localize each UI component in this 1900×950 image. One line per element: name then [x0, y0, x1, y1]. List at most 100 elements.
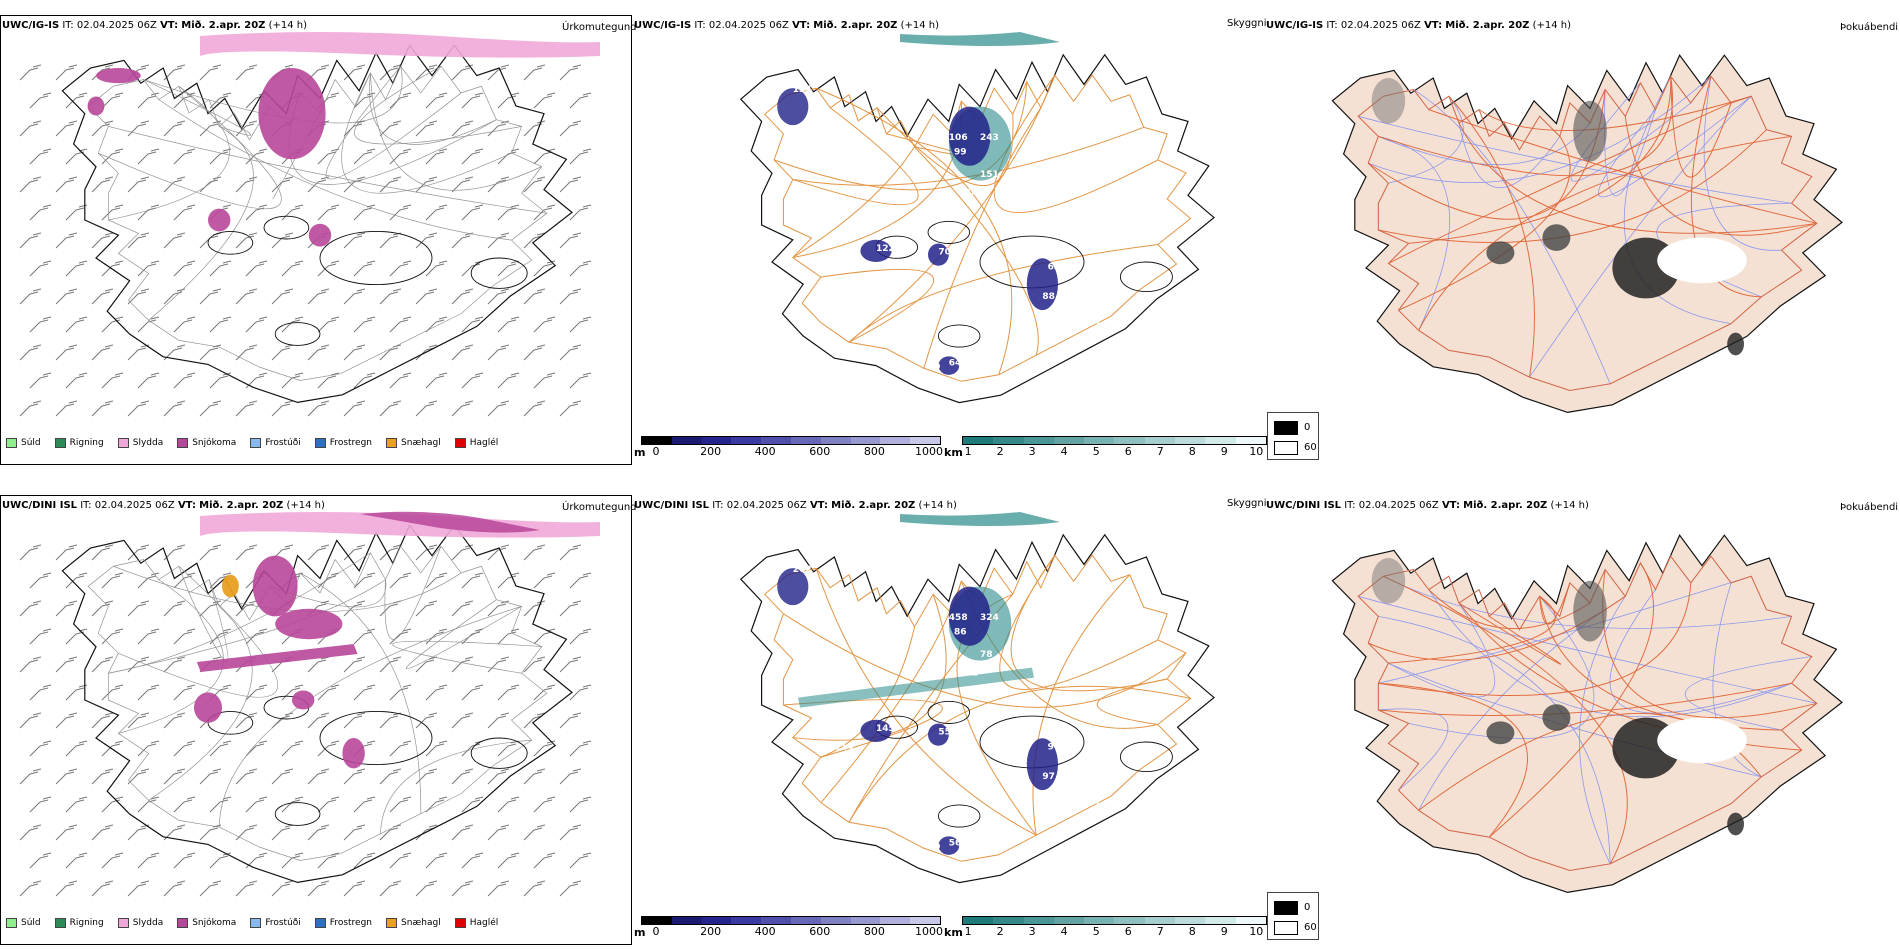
legend-swatch — [177, 918, 189, 928]
precip-legend-item: Slydda — [117, 438, 163, 448]
it-value: 02.04.2025 06Z — [94, 500, 175, 511]
vt-label: VT: — [177, 500, 196, 511]
ceiling-label: 106 — [949, 133, 968, 143]
colorbar-segment — [880, 437, 911, 444]
ceiling-label: 158 — [1094, 802, 1113, 812]
glacier-outline — [470, 737, 528, 769]
fog-area — [1573, 100, 1607, 162]
legend-swatch — [386, 918, 398, 928]
ceiling-label: 134 — [793, 85, 812, 95]
vis-bar-2: 1 2 3 4 5 6 7 8 9 10 — [962, 916, 1267, 938]
colorbar-tick: 1 — [964, 925, 972, 938]
colorbar-segment — [820, 437, 851, 444]
colorbar-segment — [1053, 437, 1085, 444]
legend-label: Rigning — [69, 438, 104, 448]
precip-legend-item: Snæhagl — [386, 438, 441, 448]
colorbar-segment — [850, 437, 881, 444]
glacier-outline — [274, 322, 321, 346]
fog-swatch — [1274, 421, 1298, 435]
vt-value: Mið. 2.apr. 20Z — [181, 20, 266, 31]
colorbar-segment — [731, 917, 762, 924]
ceiling-label: 35 — [834, 262, 847, 272]
precip-legend-item: Frostregn — [314, 438, 373, 448]
ceiling-label: 64 — [949, 359, 962, 369]
it-label: IT: — [62, 20, 74, 31]
legend-swatch — [6, 918, 17, 928]
header-fog-1: UWC/IG-IS IT: 02.04.2025 06Z VT: Mið. 2.… — [1266, 20, 1571, 31]
colorbar-tick: 2 — [996, 445, 1004, 458]
ceiling-label: 66 — [1167, 809, 1180, 819]
precip-legend-item: Súld — [6, 438, 41, 448]
colorbar-tick: 3 — [1028, 445, 1036, 458]
glacier-outline — [319, 230, 433, 286]
header-vis-1: UWC/IG-IS IT: 02.04.2025 06Z VT: Mið. 2.… — [634, 20, 939, 31]
ceiling-label: 97 — [1048, 742, 1061, 752]
ceiling-label: 79 — [928, 842, 941, 852]
colorbar-tick: 8 — [1188, 925, 1196, 938]
colorbar-segment — [790, 917, 821, 924]
low-ceiling-area — [938, 356, 960, 375]
it-label: IT: — [694, 20, 706, 31]
fog-label: 60 — [1304, 922, 1317, 933]
vt-label: VT: — [809, 500, 828, 511]
low-ceiling-area — [860, 239, 892, 262]
vis-unit-1: km — [944, 446, 963, 459]
colorbar-segment — [671, 437, 702, 444]
ceiling-label: 69 — [928, 362, 941, 372]
header-precip-1: UWC/IG-IS IT: 02.04.2025 06Z VT: Mið. 2.… — [2, 20, 307, 31]
lead-time: (+14 h) — [286, 500, 325, 511]
wind-barbs — [19, 544, 592, 897]
precip-legend-item: Haglél — [454, 438, 498, 448]
snow-area — [96, 68, 141, 84]
lead-time: (+14 h) — [900, 20, 940, 31]
legend-label: Frostregn — [329, 438, 373, 448]
colorbar-tick: 1 — [964, 445, 972, 458]
colorbar-segment — [1175, 917, 1206, 924]
glacier-outline — [207, 710, 254, 735]
colorbar-tick: 7 — [1156, 925, 1164, 938]
sleet-area — [200, 32, 600, 58]
header-precip-2: UWC/DINI ISL IT: 02.04.2025 06Z VT: Mið.… — [2, 500, 325, 511]
ceiling-label: 56 — [949, 839, 962, 849]
snow-area — [292, 690, 315, 710]
iceland-coastline — [61, 44, 573, 404]
ceiling-label: 458 — [949, 613, 968, 623]
fog-title-1: Þokuábendi — [1840, 22, 1899, 33]
fog-area — [1486, 721, 1515, 745]
legend-label: Súld — [21, 918, 41, 928]
colorbar-tick: 4 — [1060, 925, 1068, 938]
colorbar-segment — [1175, 437, 1206, 444]
legend-swatch — [117, 438, 129, 448]
glacier-outline — [937, 324, 981, 348]
legend-label: Frostúði — [265, 438, 301, 448]
legend-label: Snjókoma — [192, 438, 237, 448]
vt-value: Mið. 2.apr. 20Z — [199, 500, 284, 511]
snow-area — [194, 692, 222, 723]
ceiling-label: 70 — [938, 248, 951, 258]
ceiling-label: 73 — [793, 133, 806, 143]
colorbar-segment — [1205, 437, 1236, 444]
glacier-outline — [319, 710, 433, 766]
precip-legend-item: Frostregn — [314, 918, 373, 928]
colorbar-segment — [1023, 437, 1054, 444]
legend-label: Haglél — [469, 918, 499, 928]
colorbar-segment — [1235, 917, 1266, 924]
low-ceiling-area — [938, 836, 960, 855]
fog-area — [1542, 224, 1571, 251]
glacier-outline — [927, 700, 971, 724]
legend-label: Frostregn — [329, 918, 373, 928]
it-label: IT: — [1344, 500, 1356, 511]
colorbar-segment — [820, 917, 851, 924]
ceiling-unit-2: m — [634, 926, 646, 939]
precip-title-2: Úrkomutegund — [562, 502, 637, 513]
ceiling-label: 114 — [959, 188, 978, 198]
low-ceiling-area — [860, 719, 892, 743]
legend-swatch — [6, 438, 17, 448]
precip-legend-item: Frostúði — [250, 918, 301, 928]
glacier-outline — [207, 230, 254, 255]
legend-swatch — [314, 918, 326, 928]
low-ceiling-area — [777, 568, 809, 606]
precip-roads — [87, 65, 548, 381]
model-name: UWC/DINI ISL — [2, 500, 78, 511]
colorbar-tick: 2 — [996, 925, 1004, 938]
